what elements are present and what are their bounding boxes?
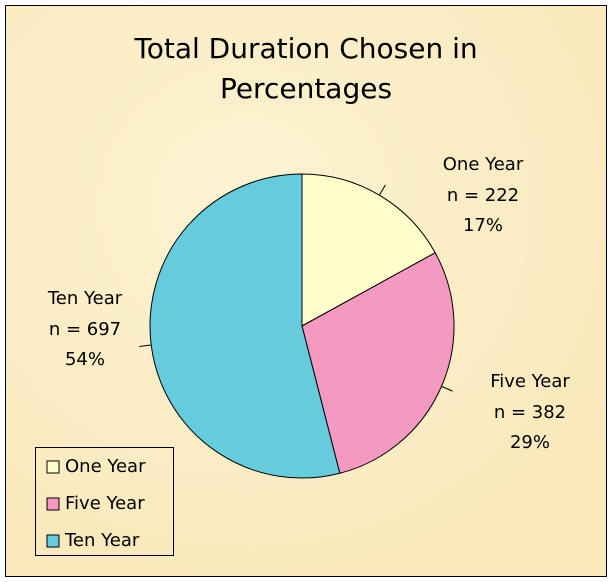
legend-label: One Year bbox=[65, 456, 146, 477]
slice-label: One Year bbox=[443, 154, 524, 175]
value-label: 29% bbox=[510, 432, 550, 453]
count-label: n = 697 bbox=[49, 319, 121, 340]
legend-label: Five Year bbox=[65, 493, 145, 514]
value-label: 17% bbox=[463, 215, 503, 236]
legend-swatch bbox=[46, 534, 60, 548]
legend-box bbox=[35, 447, 174, 556]
count-label: n = 382 bbox=[494, 402, 566, 423]
leader-line bbox=[441, 385, 453, 392]
legend-label: Ten Year bbox=[64, 530, 140, 551]
legend-swatch bbox=[46, 460, 60, 474]
chart-title: Percentages bbox=[220, 72, 392, 105]
slice-label: Ten Year bbox=[47, 288, 123, 309]
leader-line bbox=[139, 344, 152, 348]
pie-slice bbox=[149, 173, 341, 479]
leader-line bbox=[378, 184, 386, 196]
pie-slice bbox=[301, 252, 455, 474]
value-label: 54% bbox=[65, 349, 105, 370]
chart-title: Total Duration Chosen in bbox=[133, 32, 477, 65]
legend-swatch bbox=[46, 497, 60, 511]
count-label: n = 222 bbox=[447, 185, 519, 206]
slice-label: Five Year bbox=[490, 371, 570, 392]
